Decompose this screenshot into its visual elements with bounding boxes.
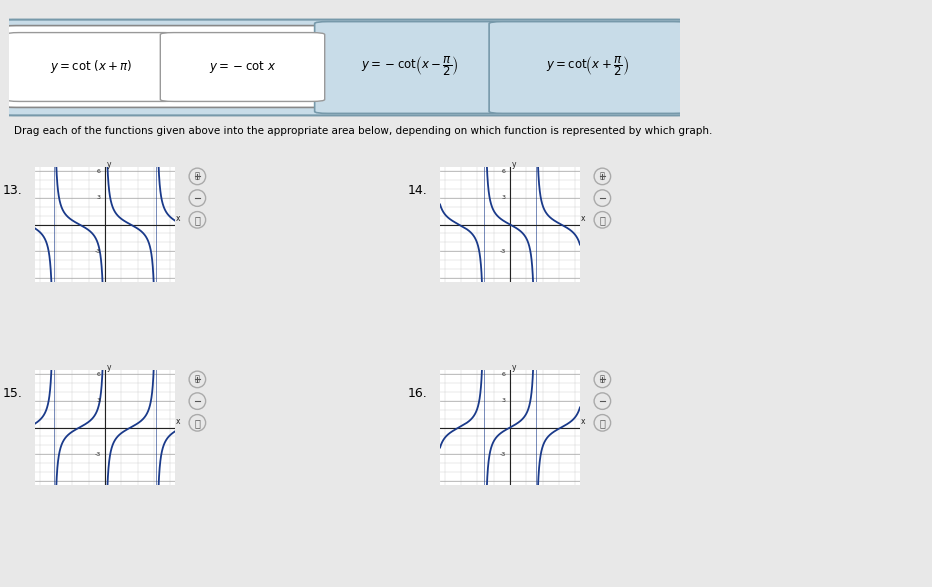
Text: -3: -3 — [95, 451, 101, 457]
Text: $y = \cot\!\left(x + \dfrac{\pi}{2}\right)$: $y = \cot\!\left(x + \dfrac{\pi}{2}\righ… — [546, 55, 629, 78]
Text: $y = \cot\,(x + \pi)$: $y = \cot\,(x + \pi)$ — [50, 58, 132, 75]
Text: x: x — [176, 214, 180, 224]
Text: x: x — [581, 417, 585, 426]
Text: 13.: 13. — [3, 184, 22, 197]
Text: 3: 3 — [97, 399, 101, 403]
Text: $y = -\cot\!\left(x - \dfrac{\pi}{2}\right)$: $y = -\cot\!\left(x - \dfrac{\pi}{2}\rig… — [362, 55, 459, 78]
Text: 14.: 14. — [407, 184, 427, 197]
Text: ⤢: ⤢ — [599, 215, 605, 225]
Text: y: y — [512, 363, 516, 372]
FancyBboxPatch shape — [6, 32, 177, 102]
Text: 6: 6 — [97, 372, 101, 377]
Text: 6: 6 — [97, 169, 101, 174]
FancyBboxPatch shape — [160, 32, 324, 102]
Text: x: x — [581, 214, 585, 224]
Text: 6: 6 — [502, 372, 506, 377]
Text: 🔍: 🔍 — [600, 374, 605, 383]
Text: 6: 6 — [502, 169, 506, 174]
Text: y: y — [107, 160, 112, 169]
Text: Drag each of the functions given above into the appropriate area below, dependin: Drag each of the functions given above i… — [14, 126, 712, 136]
Text: 🔍: 🔍 — [195, 171, 199, 180]
Text: 15.: 15. — [3, 387, 22, 400]
FancyBboxPatch shape — [3, 26, 338, 107]
Text: -3: -3 — [95, 248, 101, 254]
Text: ⤢: ⤢ — [195, 215, 200, 225]
Text: 16.: 16. — [407, 387, 427, 400]
Text: $y = -\cot\,x$: $y = -\cot\,x$ — [209, 59, 277, 75]
Text: y: y — [107, 363, 112, 372]
Text: 🔍: 🔍 — [600, 171, 605, 180]
FancyBboxPatch shape — [315, 22, 506, 113]
Text: y: y — [512, 160, 516, 169]
Text: 🔍: 🔍 — [195, 374, 199, 383]
FancyBboxPatch shape — [489, 22, 687, 113]
Text: -3: -3 — [500, 248, 506, 254]
Text: 3: 3 — [502, 399, 506, 403]
Text: x: x — [176, 417, 180, 426]
Text: ⤢: ⤢ — [195, 418, 200, 428]
Text: -3: -3 — [500, 451, 506, 457]
Text: 3: 3 — [97, 195, 101, 201]
Text: ⤢: ⤢ — [599, 418, 605, 428]
FancyBboxPatch shape — [0, 19, 697, 116]
Text: 3: 3 — [502, 195, 506, 201]
